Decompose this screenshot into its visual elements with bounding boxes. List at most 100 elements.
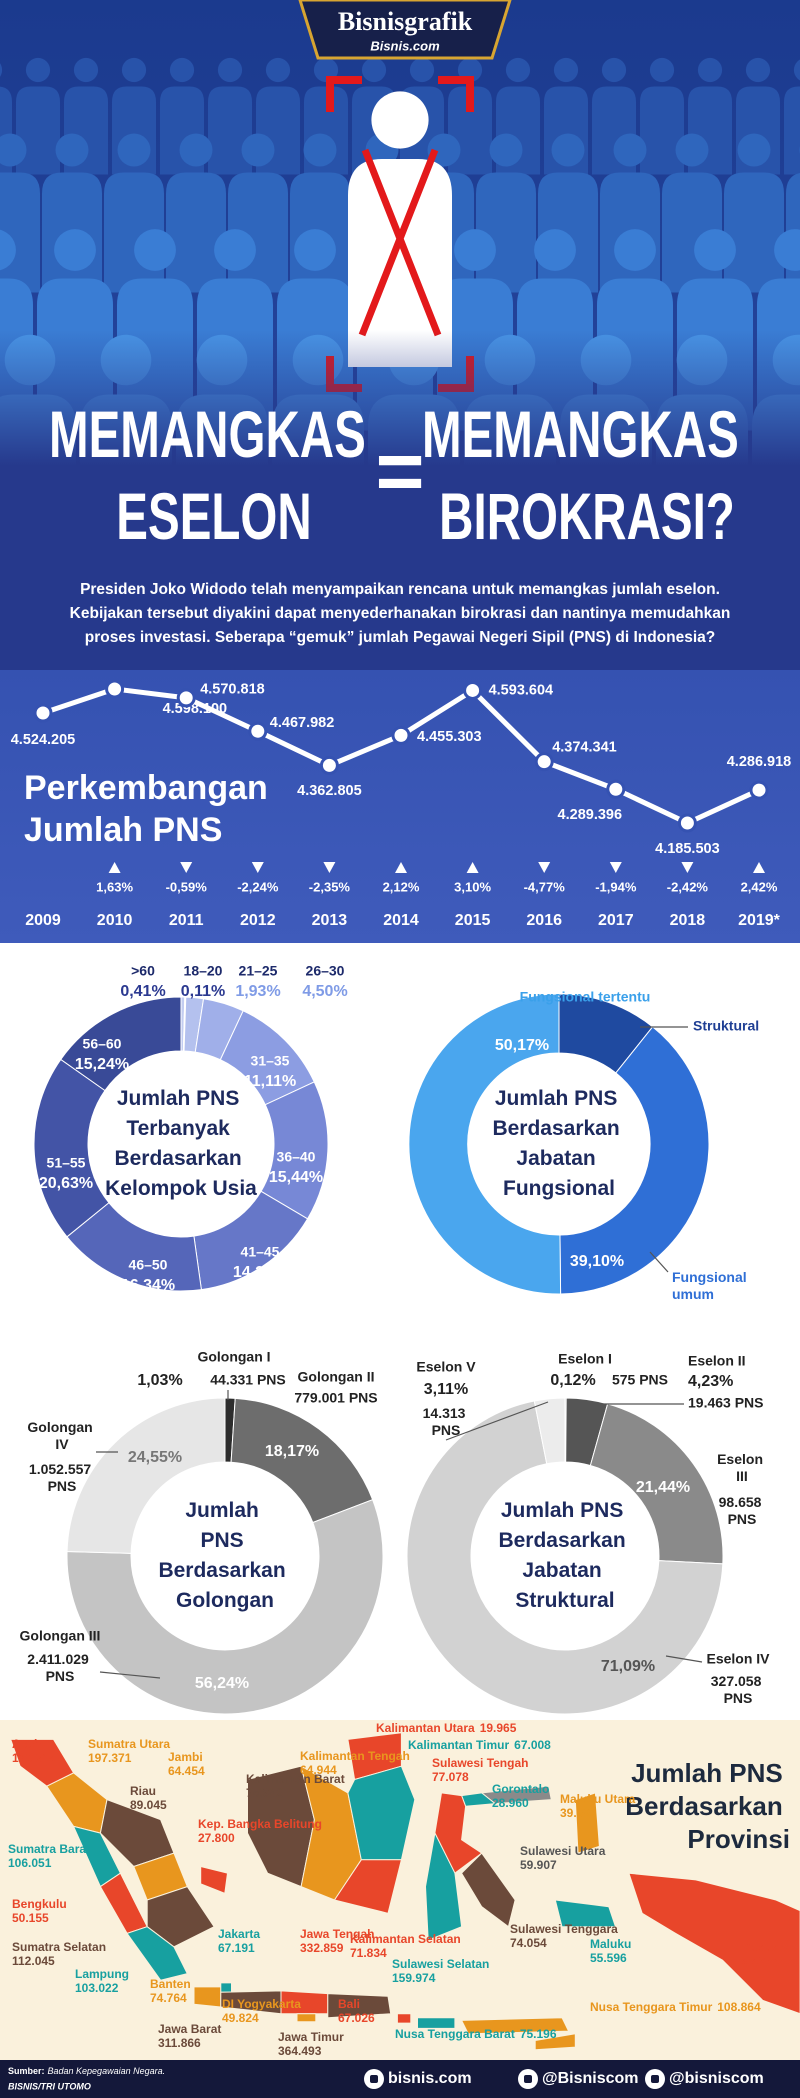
crowd-body xyxy=(724,172,784,293)
province-name: Sumatra Utara xyxy=(88,1737,170,1751)
category-label: Golongan IV xyxy=(27,1419,96,1452)
crowd-head xyxy=(265,57,291,83)
crowd-head xyxy=(25,57,51,83)
crowd-head xyxy=(0,229,16,271)
crowd-head xyxy=(505,57,531,83)
crowd-head xyxy=(169,57,195,83)
growth-arrow xyxy=(180,862,193,873)
crowd-head xyxy=(55,133,89,167)
map-title: Jumlah PNS Berdasarkan Provinsi xyxy=(625,1758,790,1854)
x-tick-label: 2018 xyxy=(670,912,706,929)
island xyxy=(146,1886,215,1948)
province-value: 67.026 xyxy=(338,2011,375,2025)
donut-title: Jumlah PNS Berdasarkan Golongan xyxy=(158,1499,291,1612)
growth-label: 3,10% xyxy=(454,879,491,894)
intro-line: proses investasi. Seberapa “gemuk” jumla… xyxy=(85,629,716,646)
point xyxy=(248,721,268,741)
count-label: 19.463 PNS xyxy=(688,1395,764,1411)
province-value: 28.960 xyxy=(492,1796,529,1810)
province-name: Papua xyxy=(742,1940,778,1954)
count-label: 575 PNS xyxy=(612,1372,668,1388)
island xyxy=(296,2013,317,2023)
island xyxy=(460,1852,516,1928)
province-value: 19.965 xyxy=(480,1721,517,1735)
province-name: Aceh xyxy=(12,1737,41,1751)
value-label: 1,93% xyxy=(235,983,280,1000)
crowd-head xyxy=(361,57,387,83)
province-value: 59.907 xyxy=(520,1858,557,1872)
island xyxy=(327,1993,392,2019)
category-label: >60 xyxy=(131,963,155,979)
count-label: 2.411.029 PNS xyxy=(27,1651,92,1684)
x-tick-label: 2012 xyxy=(240,912,276,929)
point xyxy=(391,725,411,745)
crowd-head xyxy=(553,57,579,83)
province-name: DI Yogyakarta xyxy=(222,1997,301,2011)
island xyxy=(200,1865,229,1894)
value-label: 15,44% xyxy=(269,1169,323,1186)
province-name: Sulawesi Tenggara xyxy=(510,1922,618,1936)
title-right: MEMANGKAS BIROKRASI? xyxy=(422,399,752,554)
value-label: 4.286.918 xyxy=(727,754,792,770)
point xyxy=(749,780,769,800)
province-label: Nusa Tenggara Timur 108.864 xyxy=(590,2000,761,2014)
island xyxy=(126,1926,189,1981)
province-label: Kalimantan Timur 67.008 xyxy=(408,1738,551,1752)
island xyxy=(534,2033,576,2051)
category-label: Struktural xyxy=(693,1018,759,1034)
growth-arrow xyxy=(251,862,264,873)
crowd-head xyxy=(409,57,435,83)
crowd-head xyxy=(294,229,336,271)
province-name: Kalimantan Barat xyxy=(246,1772,345,1786)
category-label: 26–30 xyxy=(306,963,345,979)
value-label: 4.570.818 xyxy=(200,682,265,698)
value-label: 39,10% xyxy=(570,1253,624,1270)
island xyxy=(424,1831,463,1941)
crowd-head xyxy=(303,133,337,167)
province-value: 159.974 xyxy=(392,1971,436,1985)
island xyxy=(220,1982,232,1993)
donut-title: Jumlah PNS Berdasarkan Jabatan Fungsiona… xyxy=(492,1087,625,1200)
island xyxy=(460,2017,570,2035)
intro-line: Kebijakan tersebut diyakini dapat menyed… xyxy=(70,605,731,622)
donut-slice xyxy=(559,1026,710,1295)
point xyxy=(33,703,53,723)
province-value: 75.196 xyxy=(520,2027,557,2041)
line-chart-background xyxy=(0,670,800,943)
category-label: Eselon III xyxy=(717,1451,767,1484)
value-label: 14,28% xyxy=(233,1264,287,1281)
island xyxy=(193,1986,222,2008)
x-tick-label: 2013 xyxy=(312,912,348,929)
crowd-body xyxy=(166,172,226,293)
crowd-head xyxy=(534,229,576,271)
growth-arrow xyxy=(466,862,479,873)
province-value: 50.155 xyxy=(12,1911,49,1925)
province-name: Jawa Timur xyxy=(278,2030,344,2044)
value-label: 4,23% xyxy=(688,1373,733,1390)
crowd-body xyxy=(208,86,252,175)
value-label: 4.185.503 xyxy=(655,841,720,857)
count-label: 98.658 PNS xyxy=(719,1494,766,1527)
leader-line xyxy=(665,1655,703,1663)
province-name: Sulawesi Tengah xyxy=(432,1756,528,1770)
header-fade xyxy=(0,330,800,670)
category-label: Golongan III xyxy=(20,1628,101,1644)
donut-slice xyxy=(408,993,562,1295)
crowd-head xyxy=(427,133,461,167)
province-name: Banten xyxy=(150,1977,191,1991)
x-tick-label: 2016 xyxy=(526,912,562,929)
province-value: 49.824 xyxy=(222,2011,259,2025)
source: Sumber: Badan Kepegawaian Negara. xyxy=(8,2066,165,2076)
crowd-head xyxy=(371,91,429,149)
growth-label: -0,59% xyxy=(166,879,208,894)
province-name: Bali xyxy=(338,1997,360,2011)
province-value: 197.371 xyxy=(88,1751,132,1765)
crowd-body xyxy=(16,86,60,175)
province-name: Nusa Tenggara Timur xyxy=(590,2000,713,2014)
province-name: Kalimantan Selatan xyxy=(350,1932,461,1946)
province-value: 74.054 xyxy=(510,1936,547,1950)
crowd-head xyxy=(117,133,151,167)
province-name: Sumatra Selatan xyxy=(12,1940,106,1954)
count-label: 1.052.557 PNS xyxy=(29,1461,95,1494)
x-tick-label: 2017 xyxy=(598,912,634,929)
